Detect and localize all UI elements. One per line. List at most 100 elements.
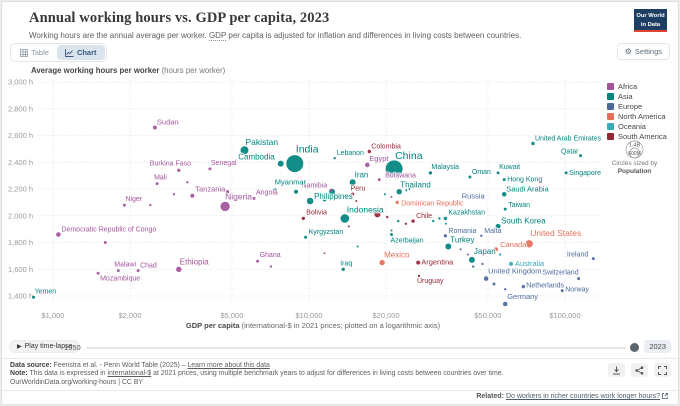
country-dot-iran[interactable]: [349, 179, 356, 186]
country-dot-egypt[interactable]: [365, 162, 370, 168]
country-dot-uruguay[interactable]: [417, 274, 421, 278]
country-dot[interactable]: [172, 193, 176, 196]
related-link[interactable]: Do workers in richer countries work long…: [505, 393, 660, 400]
country-dot-japan[interactable]: [468, 256, 475, 263]
country-dot-pakistan[interactable]: [240, 146, 249, 155]
country-dot[interactable]: [432, 219, 435, 223]
share-button[interactable]: [631, 363, 648, 377]
country-dot[interactable]: [481, 262, 484, 266]
country-dot-ireland[interactable]: [591, 257, 595, 261]
tab-table[interactable]: Table: [12, 45, 57, 60]
country-dot-dominican-republic[interactable]: [395, 200, 399, 205]
country-dot[interactable]: [383, 193, 386, 196]
country-dot-iraq[interactable]: [341, 267, 345, 271]
country-dot[interactable]: [390, 229, 393, 232]
country-dot-argentina[interactable]: [416, 260, 421, 265]
country-dot-canada[interactable]: [494, 247, 499, 252]
country-dot[interactable]: [397, 219, 400, 223]
country-dot-peru[interactable]: [350, 192, 355, 196]
country-dot[interactable]: [322, 198, 327, 202]
country-dot-democratic-republic-of-congo[interactable]: [56, 232, 61, 237]
country-dot[interactable]: [472, 265, 475, 268]
country-dot[interactable]: [445, 222, 447, 225]
country-dot-cambodia[interactable]: [277, 160, 284, 167]
country-dot-burkina-faso[interactable]: [177, 168, 181, 172]
country-dot-chad[interactable]: [136, 269, 140, 273]
country-dot-chile[interactable]: [411, 219, 415, 223]
country-dot-switzerland[interactable]: [577, 277, 581, 281]
country-dot[interactable]: [333, 193, 336, 196]
learn-more-link[interactable]: Learn more about this data: [187, 362, 270, 369]
country-dot-azerbaijan[interactable]: [390, 233, 393, 236]
country-dot[interactable]: [355, 200, 358, 202]
legend-item-asia[interactable]: Asia: [607, 91, 667, 101]
country-dot-norway[interactable]: [560, 289, 564, 293]
international-dollar-link[interactable]: international-$: [107, 370, 152, 377]
country-dot[interactable]: [374, 211, 381, 218]
tab-chart[interactable]: Chart: [56, 45, 105, 60]
country-dot[interactable]: [405, 189, 408, 192]
country-dot-united-kingdom[interactable]: [483, 276, 489, 281]
country-dot[interactable]: [103, 241, 107, 244]
timeline-slider-handle[interactable]: [630, 343, 639, 352]
country-dot-sudan[interactable]: [152, 125, 157, 130]
country-dot-myanmar[interactable]: [272, 188, 277, 193]
country-dot-russia[interactable]: [455, 200, 461, 205]
country-dot[interactable]: [269, 265, 273, 268]
country-dot[interactable]: [466, 253, 469, 256]
timeline-slider-track[interactable]: [86, 347, 626, 349]
country-dot[interactable]: [347, 225, 350, 228]
country-dot[interactable]: [149, 203, 152, 207]
country-dot-kyrgyzstan[interactable]: [304, 235, 308, 239]
country-dot-oman[interactable]: [468, 175, 472, 179]
country-dot-united-states[interactable]: [525, 240, 533, 248]
country-dot-germany[interactable]: [502, 301, 508, 307]
country-dot[interactable]: [504, 288, 507, 291]
legend-item-north-america[interactable]: North America: [607, 111, 667, 121]
gdp-term[interactable]: GDP: [208, 31, 227, 41]
country-dot-tanzania[interactable]: [190, 193, 195, 198]
country-dot[interactable]: [356, 245, 359, 248]
country-dot-bolivia[interactable]: [301, 216, 305, 221]
country-dot-united-arab-emirates[interactable]: [531, 141, 535, 146]
country-dot-mali[interactable]: [155, 182, 159, 186]
country-dot[interactable]: [498, 253, 502, 256]
country-dot-qatar[interactable]: [579, 154, 582, 158]
country-dot[interactable]: [186, 181, 189, 184]
settings-button[interactable]: ⚙ Settings: [616, 43, 670, 60]
country-dot-south-korea[interactable]: [495, 223, 501, 229]
country-dot-thailand[interactable]: [396, 189, 402, 195]
country-dot-romania[interactable]: [443, 234, 448, 238]
country-dot-colombia[interactable]: [367, 149, 371, 154]
country-dot-australia[interactable]: [509, 261, 513, 266]
country-dot-angola[interactable]: [252, 196, 256, 200]
country-dot[interactable]: [225, 190, 230, 194]
legend-item-south-america[interactable]: South America: [607, 131, 667, 141]
country-dot-malta[interactable]: [480, 234, 483, 237]
legend-item-africa[interactable]: Africa: [607, 81, 667, 91]
country-dot-china[interactable]: [385, 160, 403, 178]
country-dot-mexico[interactable]: [379, 259, 385, 266]
country-dot-malawi[interactable]: [116, 269, 120, 273]
country-dot-saudi-arabia[interactable]: [501, 192, 507, 197]
country-dot[interactable]: [294, 189, 298, 194]
country-dot[interactable]: [438, 217, 441, 220]
country-dot-philippines[interactable]: [306, 197, 314, 205]
country-dot-indonesia[interactable]: [340, 214, 350, 223]
country-dot[interactable]: [323, 252, 326, 255]
play-timelapse-button[interactable]: ▶ Play time-lapse: [9, 340, 81, 353]
country-dot[interactable]: [404, 222, 408, 225]
country-dot-kazakhstan[interactable]: [443, 216, 448, 221]
legend-item-oceania[interactable]: Oceania: [607, 121, 667, 131]
download-button[interactable]: [608, 363, 625, 377]
country-dot-netherlands[interactable]: [521, 284, 525, 289]
country-dot-ethiopia[interactable]: [176, 266, 182, 272]
legend-item-europe[interactable]: Europe: [607, 101, 667, 111]
country-dot-india[interactable]: [286, 155, 304, 173]
country-dot-ghana[interactable]: [256, 259, 260, 263]
country-dot[interactable]: [492, 282, 496, 286]
country-dot[interactable]: [390, 196, 393, 198]
country-dot-mozambique[interactable]: [96, 271, 100, 275]
country-dot-singapore[interactable]: [564, 171, 568, 175]
timeline-end-year[interactable]: 2023: [644, 340, 671, 353]
